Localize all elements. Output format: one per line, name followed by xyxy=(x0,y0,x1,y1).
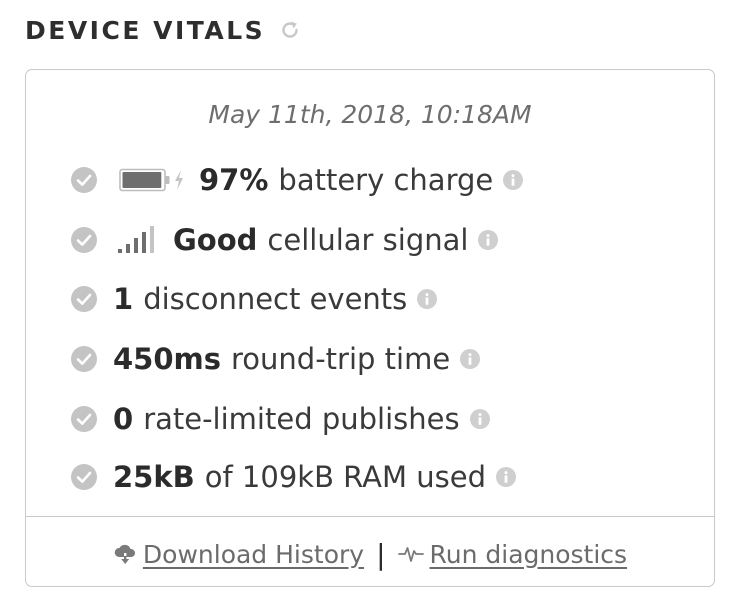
vitals-timestamp: May 11th, 2018, 10:18AM xyxy=(208,100,532,129)
cloud-download-icon xyxy=(114,544,135,564)
battery-value: 97% xyxy=(199,163,269,197)
check-icon xyxy=(71,286,97,312)
disconnects-value: 1 xyxy=(113,282,134,316)
rate-limited-value: 0 xyxy=(113,402,134,436)
download-history-label: Download History xyxy=(142,539,365,569)
run-diagnostics-label: Run diagnostics xyxy=(429,539,628,569)
vital-row-round-trip: 450ms round-trip time xyxy=(70,339,481,379)
disconnects-label: disconnect events xyxy=(143,282,408,316)
info-icon[interactable] xyxy=(503,170,524,190)
check-icon xyxy=(71,167,97,193)
battery-label: battery charge xyxy=(278,163,494,197)
section-header: DEVICE VITALS xyxy=(25,10,301,50)
info-icon[interactable] xyxy=(469,409,490,429)
card-divider xyxy=(26,516,714,517)
ram-label: of 109kB RAM used xyxy=(204,460,486,494)
vital-row-battery: 97% battery charge xyxy=(70,160,524,200)
signal-label: cellular signal xyxy=(267,223,469,257)
signal-value: Good xyxy=(173,223,258,257)
rate-limited-label: rate-limited publishes xyxy=(143,402,460,436)
info-icon[interactable] xyxy=(417,289,438,309)
signal-bars-icon xyxy=(118,226,154,253)
charging-bolt-icon xyxy=(175,170,183,190)
device-vitals-card: May 11th, 2018, 10:18AM 97% battery char… xyxy=(25,69,715,587)
check-icon xyxy=(71,406,97,432)
check-icon xyxy=(71,346,97,372)
pulse-icon xyxy=(397,547,424,562)
ram-value: 25kB xyxy=(113,460,195,494)
card-footer: Download History | Run diagnostics xyxy=(26,532,714,576)
download-history-link[interactable]: Download History xyxy=(113,540,364,569)
info-icon[interactable] xyxy=(460,349,481,369)
battery-icon xyxy=(119,168,170,192)
check-icon xyxy=(71,464,97,490)
vital-row-signal: Good cellular signal xyxy=(70,220,499,260)
round-trip-label: round-trip time xyxy=(231,342,451,376)
section-title: DEVICE VITALS xyxy=(25,15,266,45)
run-diagnostics-link[interactable]: Run diagnostics xyxy=(397,539,628,569)
vital-row-rate-limited: 0 rate-limited publishes xyxy=(70,399,490,439)
info-icon[interactable] xyxy=(495,467,516,487)
footer-separator: | xyxy=(376,537,386,571)
vital-row-disconnects: 1 disconnect events xyxy=(70,279,438,319)
info-icon[interactable] xyxy=(478,230,499,250)
round-trip-value: 450ms xyxy=(113,342,222,376)
refresh-icon[interactable] xyxy=(279,19,301,41)
vital-row-ram: 25kB of 109kB RAM used xyxy=(70,457,516,497)
check-icon xyxy=(71,227,97,253)
